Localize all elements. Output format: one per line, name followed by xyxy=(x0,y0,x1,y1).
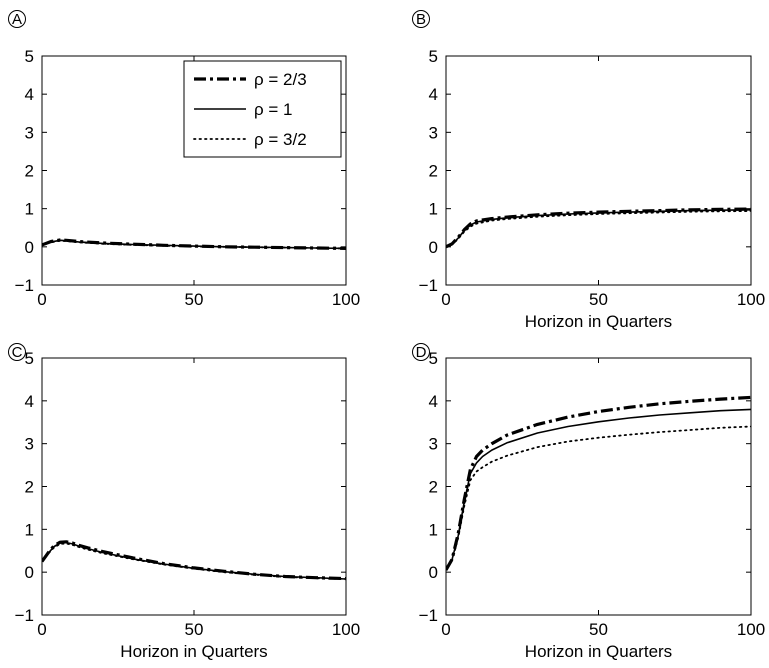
axes-box xyxy=(445,55,752,286)
panel-letter: B xyxy=(416,11,426,28)
panel-letter-badge: A xyxy=(8,10,26,28)
y-tick-label: 4 xyxy=(25,85,34,104)
legend-label: ρ = 3/2 xyxy=(254,130,307,149)
y-tick-label: 2 xyxy=(25,478,34,497)
y-tick-label: 5 xyxy=(429,47,438,66)
panel-letter: A xyxy=(12,11,22,28)
x-tick-label: 0 xyxy=(441,290,450,309)
y-tick-label: 5 xyxy=(25,349,34,368)
y-tick-label: 1 xyxy=(25,200,34,219)
y-tick-label: 3 xyxy=(25,435,34,454)
y-tick-label: 4 xyxy=(429,392,438,411)
y-tick-label: 5 xyxy=(25,47,34,66)
legend-label: ρ = 2/3 xyxy=(254,70,307,89)
series-line-solid xyxy=(446,408,751,571)
y-tick-label: 2 xyxy=(25,162,34,181)
x-tick-label: 50 xyxy=(589,290,608,309)
series-line-dotted xyxy=(446,210,751,248)
y-tick-label: 1 xyxy=(25,520,34,539)
series-line-solid xyxy=(446,209,751,248)
panel-letter-circle xyxy=(412,10,430,28)
y-tick-label: 2 xyxy=(429,162,438,181)
x-tick-label: 100 xyxy=(737,290,765,309)
series-line-dotted xyxy=(42,542,346,580)
x-tick-label: 50 xyxy=(185,620,204,639)
x-tick-label: 100 xyxy=(737,620,765,639)
y-tick-label: 4 xyxy=(25,392,34,411)
x-tick-label: 0 xyxy=(441,620,450,639)
legend-label: ρ = 1 xyxy=(254,100,293,119)
y-tick-label: −1 xyxy=(419,606,438,625)
panel-letter-circle xyxy=(8,10,26,28)
x-tick-label: 50 xyxy=(185,290,204,309)
x-tick-label: 50 xyxy=(589,620,608,639)
y-tick-label: −1 xyxy=(419,276,438,295)
y-tick-label: −1 xyxy=(15,606,34,625)
y-tick-label: 0 xyxy=(429,563,438,582)
y-tick-label: 0 xyxy=(25,238,34,257)
x-axis-title: Horizon in Quarters xyxy=(525,642,672,661)
series-group xyxy=(446,395,751,571)
panel-letter-badge: C xyxy=(8,343,26,361)
x-axis-title: Horizon in Quarters xyxy=(525,312,672,331)
series-line-dashdot xyxy=(42,540,346,581)
x-axis-title: Horizon in Quarters xyxy=(120,642,267,661)
panel-letter-badge: B xyxy=(412,10,430,28)
y-tick-label: −1 xyxy=(15,276,34,295)
y-tick-label: 1 xyxy=(429,200,438,219)
panel-letter: C xyxy=(12,344,23,361)
series-line-dotted xyxy=(446,425,751,571)
panel-letter: D xyxy=(416,344,427,361)
y-tick-label: 3 xyxy=(429,435,438,454)
panel-letter-circle xyxy=(412,343,430,361)
panel-letter-badge: D xyxy=(412,343,430,361)
panel-letter-circle xyxy=(8,343,26,361)
x-tick-label: 100 xyxy=(332,620,360,639)
y-tick-label: 3 xyxy=(429,123,438,142)
x-tick-label: 0 xyxy=(37,290,46,309)
y-tick-label: 2 xyxy=(429,478,438,497)
legend: ρ = 2/3 ρ = 1 ρ = 3/2 xyxy=(183,60,342,158)
series-group xyxy=(446,207,751,249)
series-group xyxy=(42,238,346,250)
y-tick-label: 4 xyxy=(429,85,438,104)
series-group xyxy=(42,540,346,581)
axes-box xyxy=(445,357,752,616)
y-tick-label: 5 xyxy=(429,349,438,368)
y-tick-label: 1 xyxy=(429,520,438,539)
series-line-solid xyxy=(42,541,346,580)
y-tick-label: 3 xyxy=(25,123,34,142)
series-line-dashdot xyxy=(446,395,751,571)
y-tick-label: 0 xyxy=(25,563,34,582)
x-tick-label: 0 xyxy=(37,620,46,639)
x-tick-label: 100 xyxy=(332,290,360,309)
y-tick-label: 0 xyxy=(429,238,438,257)
series-line-dotted xyxy=(42,239,346,250)
